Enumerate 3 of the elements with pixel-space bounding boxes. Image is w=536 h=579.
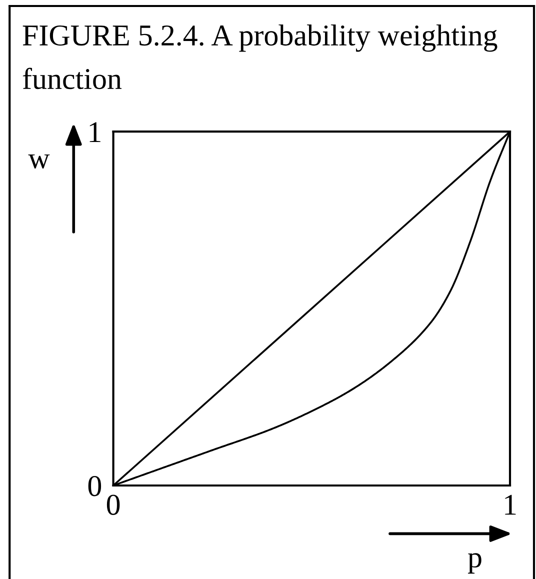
x-axis-title: p: [468, 553, 482, 574]
chart-title: FIGURE 5.2.4. A probability weighting function: [22, 24, 498, 90]
y-axis-title: w: [28, 154, 50, 169]
